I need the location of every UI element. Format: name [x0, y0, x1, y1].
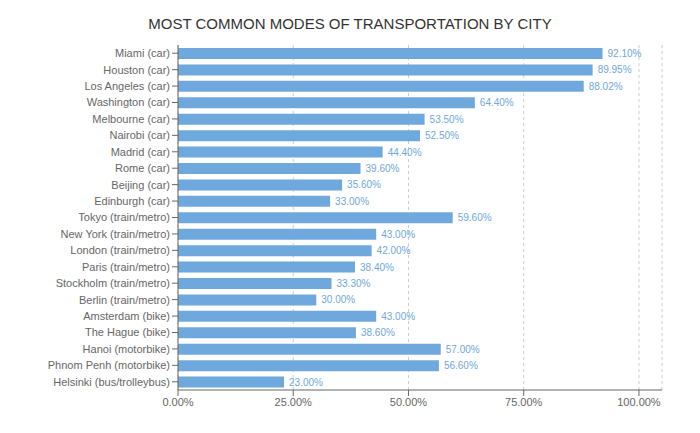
html-text:MOST COMMON MODES OF TRANSPORT: MOST COMMON MODES OF TRANSPORTATION BY C… — [148, 15, 552, 32]
svg-text:Hanoi (motorbike): Hanoi (motorbike) — [83, 343, 170, 355]
svg-text:Madrid (car): Madrid (car) — [111, 146, 170, 158]
svg-text:Houston (car): Houston (car) — [103, 64, 170, 76]
svg-text:59.60%: 59.60% — [458, 212, 492, 223]
svg-text:38.40%: 38.40% — [360, 262, 394, 273]
svg-text:Miami (car): Miami (car) — [115, 47, 170, 59]
svg-text:Berlin (train/metro): Berlin (train/metro) — [79, 294, 170, 306]
svg-text:57.00%: 57.00% — [446, 344, 480, 355]
svg-text:30.00%: 30.00% — [321, 294, 355, 305]
svg-text:38.60%: 38.60% — [361, 327, 395, 338]
svg-text:The Hague (bike): The Hague (bike) — [85, 326, 170, 338]
svg-text:23.00%: 23.00% — [289, 377, 323, 388]
svg-text:75.00%: 75.00% — [505, 396, 543, 408]
svg-text:Nairobi (car): Nairobi (car) — [109, 129, 170, 141]
svg-text:Washington (car): Washington (car) — [87, 96, 170, 108]
svg-text:Edinburgh (car): Edinburgh (car) — [94, 195, 170, 207]
svg-text:43.00%: 43.00% — [381, 311, 415, 322]
svg-text:Melbourne (car): Melbourne (car) — [92, 113, 170, 125]
svg-text:53.50%: 53.50% — [430, 114, 464, 125]
svg-text:Rome (car): Rome (car) — [115, 162, 170, 174]
svg-text:42.00%: 42.00% — [377, 245, 411, 256]
svg-text:25.00%: 25.00% — [275, 396, 313, 408]
svg-text:56.60%: 56.60% — [444, 360, 478, 371]
svg-text:Helsinki (bus/trolleybus): Helsinki (bus/trolleybus) — [53, 376, 170, 388]
svg-text:Phnom Penh (motorbike): Phnom Penh (motorbike) — [48, 359, 170, 371]
svg-text:64.40%: 64.40% — [480, 97, 514, 108]
svg-text:88.02%: 88.02% — [589, 81, 623, 92]
svg-text:100.00%: 100.00% — [617, 396, 661, 408]
svg-text:52.50%: 52.50% — [425, 130, 459, 141]
svg-text:33.00%: 33.00% — [335, 196, 369, 207]
svg-text:92.10%: 92.10% — [608, 48, 642, 59]
svg-text:39.60%: 39.60% — [366, 163, 400, 174]
svg-text:Stockholm (train/metro): Stockholm (train/metro) — [56, 277, 170, 289]
svg-text:Los Angeles (car): Los Angeles (car) — [84, 80, 170, 92]
svg-text:Amsterdam (bike): Amsterdam (bike) — [83, 310, 170, 322]
svg-text:33.30%: 33.30% — [336, 278, 370, 289]
svg-text:50.00%: 50.00% — [390, 396, 428, 408]
svg-text:Paris (train/metro): Paris (train/metro) — [82, 261, 170, 273]
svg-text:New York (train/metro): New York (train/metro) — [61, 228, 170, 240]
svg-text:Beijing (car): Beijing (car) — [111, 179, 170, 191]
svg-text:89.95%: 89.95% — [598, 64, 632, 75]
svg-text:44.40%: 44.40% — [388, 147, 422, 158]
svg-text:35.60%: 35.60% — [347, 179, 381, 190]
svg-text:London (train/metro): London (train/metro) — [70, 244, 170, 256]
svg-text:0.00%: 0.00% — [162, 396, 193, 408]
svg-text:Tokyo (train/metro): Tokyo (train/metro) — [78, 211, 170, 223]
svg-text:43.00%: 43.00% — [381, 229, 415, 240]
